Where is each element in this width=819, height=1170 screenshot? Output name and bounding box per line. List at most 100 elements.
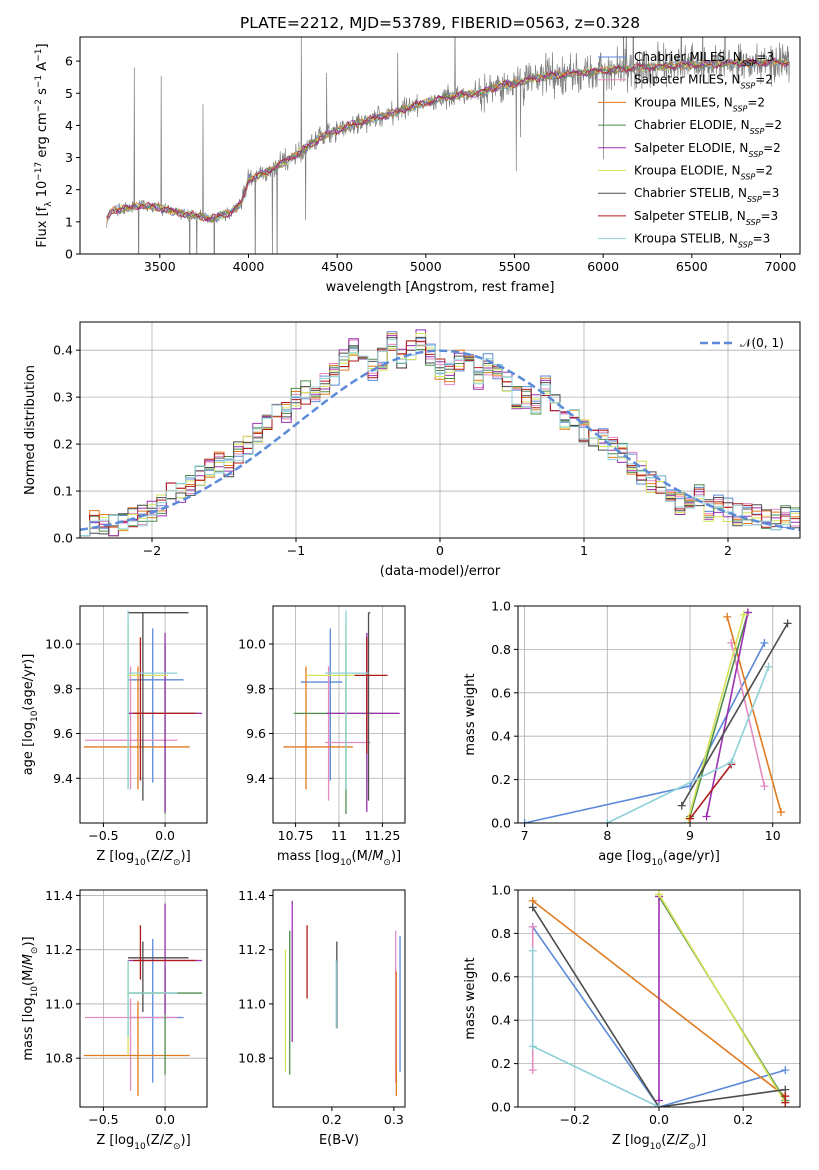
- gaussian-curve: [80, 349, 800, 532]
- weight-line: [687, 614, 745, 819]
- legend-label: Kroupa STELIB, NSSP=3: [634, 232, 770, 250]
- y-tick-label: 11.2: [238, 942, 266, 957]
- weight-line: [730, 642, 766, 787]
- x-axis-label: Z [log10(Z/Z⊙)]: [96, 849, 190, 868]
- x-tick-label: 6000: [587, 259, 619, 274]
- y-axis-label: age [log10(age/yr)]: [21, 654, 40, 776]
- weight-marker: [702, 812, 711, 821]
- y-tick-label: 11.0: [45, 996, 73, 1011]
- mass_vs_Z-axes: −0.5 0.0 10.8 11.0 11.2 11.4 Z [log10(Z/Z⊙)] ma…: [21, 888, 207, 1152]
- weight_vs_Z-marks: [528, 890, 790, 1107]
- legend-label: Chabrier ELODIE, NSSP=2: [634, 118, 782, 136]
- weight-marker: [739, 610, 748, 619]
- spectrum-legend: Chabrier MILES, NSSP=3 Salpeter MILES, NS…: [598, 50, 782, 249]
- residuals-axes: −2 −1 0 1 2 0.0 0.1 0.2 0.3 0.4 (data-model)/error…: [23, 322, 800, 579]
- mass_vs_ebv-frame: [272, 889, 406, 1108]
- y-axis-label: Normed distribution: [23, 365, 38, 495]
- age_vs_mass-frame: [272, 605, 406, 824]
- x-axis-label: wavelength [Angstrom, rest frame]: [326, 280, 555, 295]
- legend-label: Salpeter STELIB, NSSP=3: [634, 209, 778, 227]
- x-tick-label: 3500: [144, 259, 176, 274]
- y-tick-label: 0.4: [491, 729, 511, 744]
- weight-marker: [723, 612, 732, 621]
- x-tick-label: 4000: [233, 259, 265, 274]
- y-tick-label: 0.2: [53, 437, 73, 452]
- x-tick-label: −0.5: [88, 1112, 118, 1127]
- y-tick-label: 2: [65, 182, 73, 197]
- x-axis-label: Z [log10(Z/Z⊙)]: [96, 1133, 190, 1152]
- y-tick-label: 9.8: [53, 681, 73, 696]
- y-tick-label: 9.6: [246, 726, 266, 741]
- histogram-step: [80, 339, 800, 536]
- weight-marker: [655, 890, 663, 899]
- x-tick-label: 11.25: [365, 828, 401, 843]
- mass_vs_ebv-axes: 0.2 0.3 10.8 11.0 11.2 11.4 E(B-V): [238, 888, 404, 1148]
- weight-marker: [760, 638, 769, 647]
- x-tick-label: 1: [580, 543, 588, 558]
- weight-line: [658, 893, 786, 1104]
- y-tick-label: 10.8: [238, 1051, 266, 1066]
- mass_vs_ebv-marks: [284, 900, 401, 1097]
- y-axis-label: mass [log10(M/M⊙)]: [21, 936, 40, 1060]
- x-tick-label: 0: [436, 543, 444, 558]
- weight-line: [531, 950, 660, 1107]
- y-tick-label: 11.4: [238, 888, 266, 903]
- weight-marker: [528, 922, 537, 931]
- y-tick-label: 10.0: [238, 637, 266, 652]
- legend-label: Chabrier STELIB, NSSP=3: [634, 186, 779, 204]
- weight-marker: [781, 1066, 790, 1075]
- weight_vs_age-frame: [517, 605, 801, 824]
- x-axis-label: Z [log10(Z/Z⊙)]: [612, 1133, 706, 1152]
- x-axis-label: mass [log10(M/M⊙)]: [277, 849, 401, 868]
- x-tick-label: 11: [331, 828, 347, 843]
- y-tick-label: 9.8: [246, 681, 266, 696]
- y-tick-label: 0.1: [53, 484, 73, 499]
- age_vs_Z-axes: −0.5 0.0 9.4 9.6 9.8 10.0 Z [log10(Z/Z⊙)] age […: [21, 606, 207, 868]
- weight_vs_Z-axes: −0.2 0.0 0.2 0.0 0.2 0.4 0.6 0.8 1.0 Z [log10(Z/Z…: [463, 883, 800, 1152]
- x-tick-label: 0.0: [155, 828, 175, 843]
- y-tick-label: 0.6: [491, 685, 511, 700]
- weight-marker: [764, 662, 773, 671]
- spectrum-model-line: [106, 57, 790, 223]
- weight-marker: [781, 1092, 790, 1101]
- y-tick-label: 9.6: [53, 726, 73, 741]
- age_vs_mass-axes: 10.75 11 11.25 9.4 9.6 9.8 10.0 mass [log10(M/M…: [238, 606, 405, 868]
- x-tick-label: −2: [143, 543, 161, 558]
- weight-line: [532, 906, 786, 1107]
- x-tick-label: 9: [686, 828, 694, 843]
- weight-marker: [727, 758, 736, 767]
- weight-line: [689, 612, 749, 817]
- weight-line: [689, 763, 733, 820]
- x-tick-label: 0.0: [649, 1112, 669, 1127]
- x-axis-label: age [log10(age/yr)]: [598, 849, 720, 868]
- x-tick-label: 5500: [499, 259, 531, 274]
- y-tick-label: 0.0: [491, 816, 511, 831]
- x-tick-label: −0.2: [560, 1112, 590, 1127]
- y-axis-label: mass weight: [463, 957, 478, 1039]
- weight_vs_Z-frame: [517, 889, 801, 1108]
- x-tick-label: 0.0: [155, 1112, 175, 1127]
- x-axis-label: E(B-V): [319, 1133, 359, 1148]
- y-tick-label: 11.2: [45, 942, 73, 957]
- weight-marker: [603, 819, 612, 823]
- legend-label: Salpeter ELODIE, NSSP=2: [634, 141, 781, 159]
- weight-marker: [528, 1042, 537, 1051]
- histogram-step: [80, 336, 800, 536]
- x-tick-label: −0.5: [88, 828, 118, 843]
- spectrum-frame: [79, 36, 801, 255]
- y-tick-label: 0.0: [53, 531, 73, 546]
- y-tick-label: 6: [65, 54, 73, 69]
- figure-title: PLATE=2212, MJD=53789, FIBERID=0563, z=0…: [240, 14, 640, 32]
- weight-marker: [520, 819, 529, 823]
- mass_vs_Z-marks: [83, 903, 203, 1097]
- residuals-frame: [79, 321, 801, 539]
- x-tick-label: 10: [765, 828, 781, 843]
- x-tick-label: 0.2: [733, 1112, 753, 1127]
- weight-marker: [776, 808, 785, 817]
- y-axis-label: Flux [fλ 10−17 erg cm−2 s−1 A−1]: [34, 43, 54, 247]
- y-tick-label: 10.8: [45, 1051, 73, 1066]
- x-tick-label: 2: [724, 543, 732, 558]
- y-tick-label: 0.2: [491, 1056, 511, 1071]
- x-tick-label: 10.75: [278, 828, 314, 843]
- legend-label: Salpeter MILES, NSSP=2: [634, 73, 773, 91]
